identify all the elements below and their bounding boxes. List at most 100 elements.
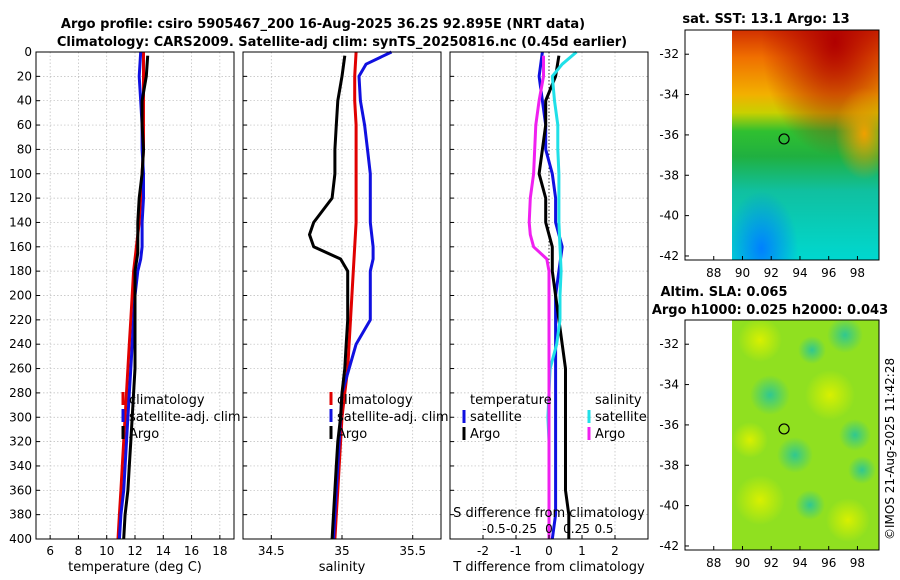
- y-tick-label: 360: [9, 483, 32, 497]
- map-x-tick-label: 92: [764, 266, 779, 280]
- map-y-tick-label: -34: [659, 88, 679, 102]
- sla-blob: [805, 370, 855, 420]
- map-y-tick-label: -42: [659, 539, 679, 553]
- sla-heatmap: [732, 320, 879, 550]
- y-tick-label: 20: [17, 69, 32, 83]
- map-y-tick-label: -34: [659, 378, 679, 392]
- series-line-temperature-argo: [537, 55, 571, 539]
- map-x-tick-label: 98: [850, 266, 865, 280]
- y-tick-label: 280: [9, 386, 32, 400]
- legend-satellite-adj-clim: satellite-adj. clim: [337, 410, 449, 425]
- y-tick-label: 300: [9, 410, 32, 424]
- legend-satellite-adj-clim: satellite-adj. clim: [129, 410, 241, 425]
- salinity-xlabel: salinity: [319, 560, 366, 575]
- map-y-tick-label: -36: [659, 418, 679, 432]
- difference-xlabel-top: S difference from climatology: [453, 506, 645, 521]
- temperature-xlabel: temperature (deg C): [68, 560, 202, 575]
- sla-blob: [738, 320, 782, 362]
- salinity-ticks: 34.5 35 35.5: [243, 51, 426, 558]
- map-x-tick-label: 96: [821, 266, 836, 280]
- map-y-tick-label: -40: [659, 209, 679, 223]
- x-tick-label: 1: [578, 544, 586, 558]
- watermark: ©IMOS 21-Aug-2025 11:42:28: [883, 358, 897, 540]
- sla-blob: [848, 456, 876, 484]
- y-tick-label: 240: [9, 337, 32, 351]
- y-tick-label: 60: [17, 118, 32, 132]
- x-top-tick-label: -0.5: [482, 522, 505, 536]
- series-line-argo: [308, 55, 350, 540]
- x-tick-label: -1: [510, 544, 522, 558]
- figure-title-line2: Climatology: CARS2009. Satellite-adj cli…: [57, 35, 627, 50]
- sst-heatmap: [732, 30, 879, 260]
- map-x-tick-label: 94: [792, 266, 807, 280]
- sst-axes-frame: [684, 29, 880, 261]
- x-tick-label: 35.5: [399, 544, 426, 558]
- sla-blob: [827, 320, 863, 353]
- sla-blob: [750, 375, 790, 415]
- legend-climatology: climatology: [337, 393, 413, 408]
- sla-ticks: 88 90 92 94 96 98 -32 -34 -36 -38 -40 -42: [659, 337, 865, 570]
- salinity-lines: [308, 50, 393, 540]
- x-tick-label: 2: [611, 544, 619, 558]
- map-x-tick-label: 96: [821, 556, 836, 570]
- temperature-legend: climatology satellite-adj. clim Argo: [121, 392, 241, 442]
- sla-blob: [795, 490, 825, 520]
- figure-title-line1: Argo profile: csiro 5905467_200 16-Aug-2…: [61, 17, 585, 32]
- x-tick-label: 0: [545, 544, 553, 558]
- map-y-tick-label: -32: [659, 337, 679, 351]
- x-tick-label: 16: [184, 544, 199, 558]
- sla-blob: [826, 498, 870, 542]
- salinity-legend: climatology satellite-adj. clim Argo: [329, 392, 449, 442]
- x-tick-label: 18: [212, 544, 227, 558]
- sst-map: 88 90 92 94 96 98 -32 -34 -36 -38 -40 -42: [659, 29, 880, 280]
- difference-lines: [527, 50, 578, 540]
- legend-s-satellite: satellite: [595, 410, 647, 425]
- sla-blob: [735, 475, 785, 525]
- series-line-argo: [122, 55, 150, 540]
- difference-xlabel: T difference from climatology: [452, 560, 645, 575]
- x-top-tick-label: 0.25: [563, 522, 590, 536]
- x-tick-label: 12: [127, 544, 142, 558]
- map-y-tick-label: -36: [659, 128, 679, 142]
- sla-map-title-line1: Altim. SLA: 0.065: [661, 285, 788, 300]
- temperature-ticks: 0 20 40 60 80 100 120 140 160 180 200 220 240 260 280 3…: [9, 45, 227, 558]
- sla-blob: [732, 422, 768, 458]
- y-tick-label: 220: [9, 313, 32, 327]
- y-tick-label: 120: [9, 191, 32, 205]
- temperature-panel: 0 20 40 60 80 100 120 140 160 180 200 220 240 260 280 3…: [9, 45, 241, 575]
- map-y-tick-label: -38: [659, 168, 679, 182]
- y-tick-label: 160: [9, 240, 32, 254]
- legend-temperature-title: temperature: [470, 393, 552, 408]
- sla-blob: [839, 419, 871, 451]
- map-y-tick-label: -42: [659, 249, 679, 263]
- series-line-salinity-argo: [527, 55, 551, 539]
- y-tick-label: 320: [9, 435, 32, 449]
- y-tick-label: 200: [9, 289, 32, 303]
- map-x-tick-label: 88: [706, 556, 721, 570]
- map-y-tick-label: -40: [659, 499, 679, 513]
- sla-blob: [777, 437, 813, 473]
- sla-blobs: [732, 320, 876, 542]
- sla-map: 88 90 92 94 96 98 -32 -34 -36 -38 -40 -42: [659, 319, 880, 570]
- map-x-tick-label: 94: [792, 556, 807, 570]
- difference-panel: -2 -1 0 1 2 -0.5 -0.25 0 0.25 0.5 T difference fr…: [449, 50, 649, 575]
- salinity-panel: 34.5 35 35.5 salinity climatology satellit…: [242, 50, 449, 575]
- x-tick-label: -2: [477, 544, 489, 558]
- x-top-tick-label: 0: [545, 522, 553, 536]
- argo-location-marker: [778, 423, 790, 435]
- map-y-tick-label: -32: [659, 47, 679, 61]
- x-top-tick-label: -0.25: [506, 522, 537, 536]
- sla-map-title-line2: Argo h1000: 0.025 h2000: 0.043: [652, 303, 888, 318]
- argo-location-marker: [778, 133, 790, 145]
- map-y-tick-label: -38: [659, 458, 679, 472]
- map-x-tick-label: 98: [850, 556, 865, 570]
- temperature-lines: [116, 51, 150, 540]
- sst-map-title: sat. SST: 13.1 Argo: 13: [682, 12, 849, 27]
- x-tick-label: 10: [99, 544, 114, 558]
- legend-climatology: climatology: [129, 393, 205, 408]
- legend-salinity-title: salinity: [595, 393, 642, 408]
- map-x-tick-label: 88: [706, 266, 721, 280]
- map-x-tick-label: 90: [735, 556, 750, 570]
- y-tick-label: 180: [9, 264, 32, 278]
